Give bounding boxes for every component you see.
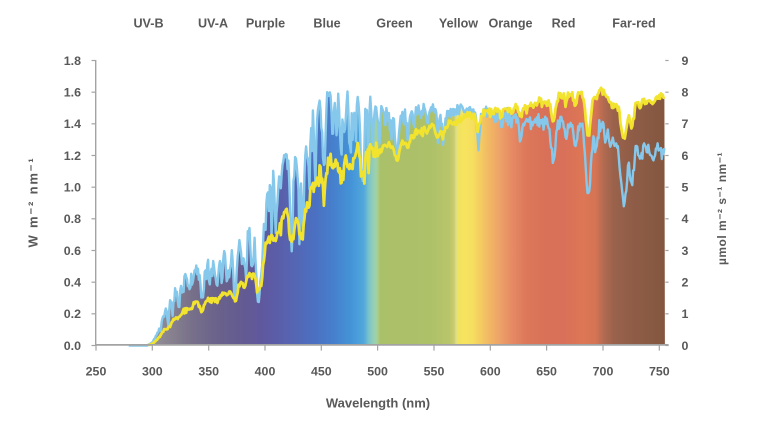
svg-text:5: 5 [682,181,689,195]
svg-text:0: 0 [682,339,689,353]
svg-text:Red: Red [552,17,576,31]
svg-text:4: 4 [682,212,689,226]
svg-text:600: 600 [480,365,501,379]
svg-text:0.0: 0.0 [64,339,81,353]
svg-text:Green: Green [376,17,412,31]
svg-text:1.8: 1.8 [64,54,81,68]
svg-text:Purple: Purple [246,17,285,31]
svg-text:0.4: 0.4 [64,276,81,290]
svg-text:1: 1 [682,307,689,321]
svg-text:1.4: 1.4 [64,117,81,131]
svg-text:6: 6 [682,149,689,163]
svg-text:9: 9 [682,54,689,68]
svg-text:µmol m⁻² s⁻¹ nm⁻¹: µmol m⁻² s⁻¹ nm⁻¹ [715,152,729,265]
svg-text:500: 500 [367,365,388,379]
svg-text:Far-red: Far-red [612,17,655,31]
svg-text:250: 250 [86,365,107,379]
svg-text:550: 550 [424,365,445,379]
svg-text:Yellow: Yellow [439,17,478,31]
svg-text:1.0: 1.0 [64,181,81,195]
svg-text:300: 300 [142,365,163,379]
svg-text:Orange: Orange [488,17,532,31]
svg-text:3: 3 [682,244,689,258]
svg-text:450: 450 [311,365,332,379]
svg-text:W m⁻² nm⁻¹: W m⁻² nm⁻¹ [26,157,41,248]
svg-text:1.6: 1.6 [64,86,81,100]
svg-text:Blue: Blue [313,17,340,31]
svg-text:8: 8 [682,86,689,100]
svg-text:0.2: 0.2 [64,307,81,321]
svg-text:Wavelength (nm): Wavelength (nm) [326,396,430,411]
svg-text:350: 350 [198,365,219,379]
svg-text:750: 750 [649,365,670,379]
svg-text:400: 400 [255,365,276,379]
svg-text:2: 2 [682,276,689,290]
svg-text:UV-B: UV-B [133,17,163,31]
svg-text:0.8: 0.8 [64,212,81,226]
svg-text:1.2: 1.2 [64,149,81,163]
svg-text:UV-A: UV-A [198,17,228,31]
svg-text:7: 7 [682,117,689,131]
svg-text:0.6: 0.6 [64,244,81,258]
svg-text:650: 650 [536,365,557,379]
svg-text:700: 700 [593,365,614,379]
